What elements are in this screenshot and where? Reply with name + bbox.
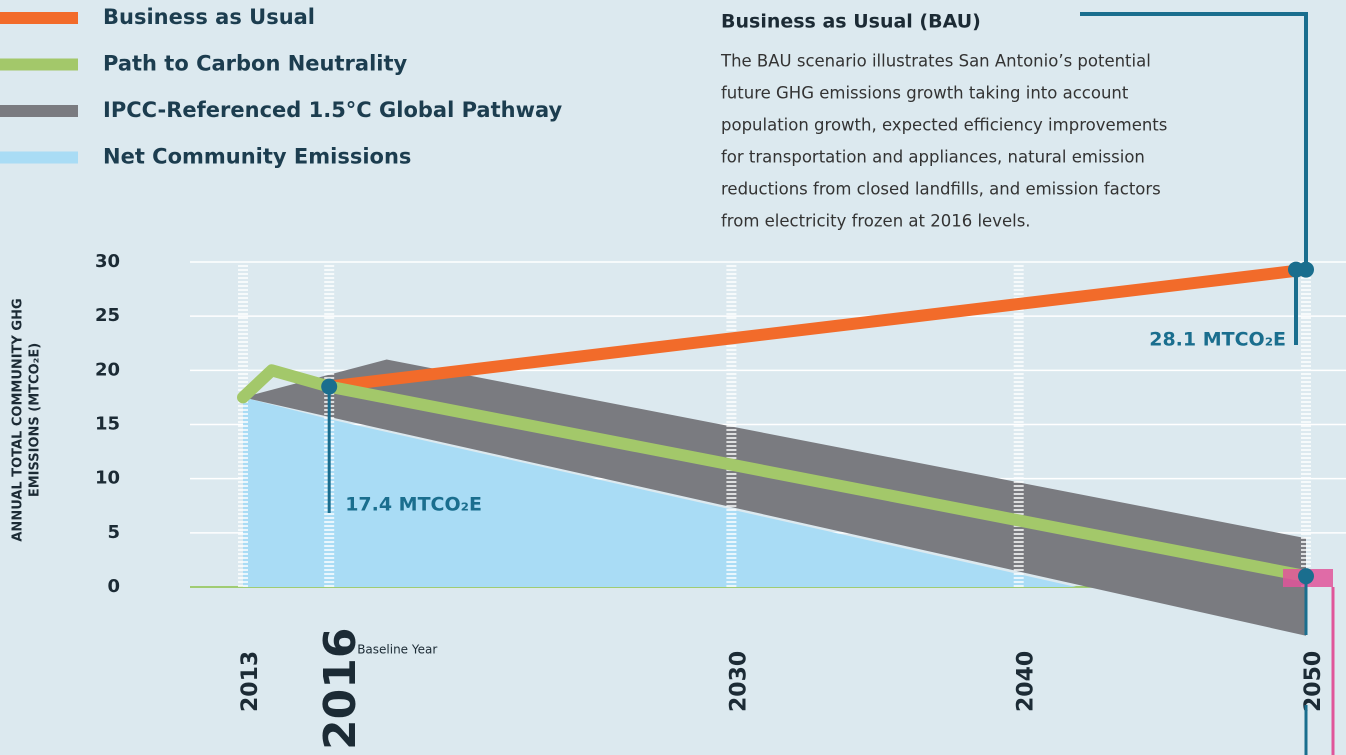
legend-swatch — [0, 105, 78, 117]
x-tick-label: 2050 — [1301, 651, 1326, 712]
info-body: for transportation and appliances, natur… — [721, 148, 1145, 167]
info-body: from electricity frozen at 2016 levels. — [721, 212, 1031, 231]
info-body: future GHG emissions growth taking into … — [721, 84, 1129, 103]
x-tick-label: 2016 — [315, 628, 366, 750]
y-tick-label: 5 — [107, 522, 120, 543]
y-tick-label: 30 — [95, 251, 120, 272]
net-emissions-area — [243, 397, 1077, 587]
series-line — [237, 364, 1312, 583]
y-tick-label: 15 — [95, 414, 120, 435]
end-path-dot — [1298, 568, 1314, 585]
y-tick-label: 20 — [95, 359, 120, 380]
y-axis-label: EMISSIONS (MTCO₂E) — [28, 343, 43, 497]
end-label: 28.1 MTCO₂E — [1149, 329, 1286, 351]
info-body: reductions from closed landfills, and em… — [721, 180, 1161, 199]
y-tick-label: 10 — [95, 468, 120, 489]
legend-label: Business as Usual — [103, 5, 315, 29]
x-tick-label: 2013 — [238, 651, 263, 712]
legend-swatch — [0, 58, 78, 71]
y-tick-label: 25 — [95, 305, 120, 326]
x-tick-label: 2040 — [1014, 651, 1039, 712]
legend-swatch — [0, 12, 78, 24]
y-tick-label: 0 — [107, 576, 120, 597]
baseline-label: Baseline Year — [357, 643, 437, 657]
info-title: Business as Usual (BAU) — [721, 11, 981, 33]
legend-swatch — [0, 151, 78, 164]
info-callout — [1080, 12, 1308, 270]
legend-label: Net Community Emissions — [103, 145, 411, 169]
y-axis-label: ANNUAL TOTAL COMMUNITY GHG — [11, 298, 26, 541]
legend-label: Path to Carbon Neutrality — [103, 52, 408, 76]
legend-label: IPCC-Referenced 1.5°C Global Pathway — [103, 98, 563, 122]
x-tick-label: 2030 — [726, 651, 751, 712]
bau-dot — [1298, 261, 1314, 278]
start-dot — [321, 378, 338, 395]
info-body: population growth, expected efficiency i… — [721, 116, 1167, 135]
series-line — [323, 263, 1312, 393]
info-body: The BAU scenario illustrates San Antonio… — [720, 52, 1151, 71]
ipcc-band — [243, 359, 1306, 636]
start-label: 17.4 MTCO₂E — [345, 494, 482, 516]
